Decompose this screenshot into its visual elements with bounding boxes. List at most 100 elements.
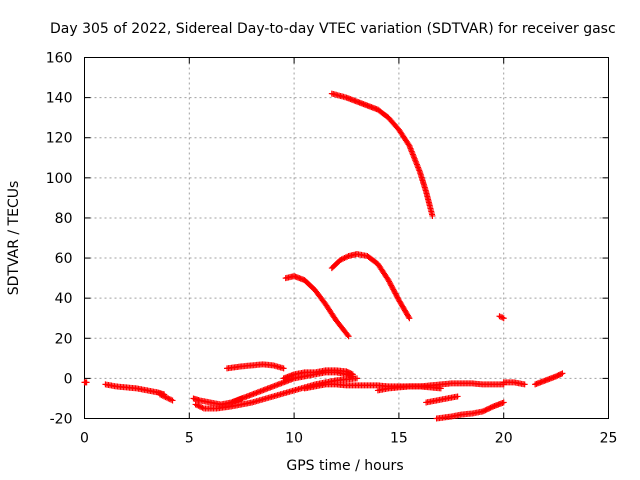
data-point xyxy=(391,289,398,296)
data-layer xyxy=(81,90,566,422)
x-tick-label: 15 xyxy=(390,431,408,447)
data-point xyxy=(497,313,504,320)
data-point xyxy=(166,396,173,403)
x-axis-ticks: 0 5 10 15 20 25 xyxy=(80,57,618,447)
series-arc-14 xyxy=(532,370,566,388)
data-point xyxy=(340,255,347,262)
y-axis-label: SDTVAR / TECUs xyxy=(6,181,22,296)
data-point xyxy=(389,285,396,292)
series-arc-3 xyxy=(156,391,176,404)
x-axis-label: GPS time / hours xyxy=(286,458,403,474)
series-arc-7 xyxy=(224,361,287,372)
y-tick-label: 60 xyxy=(55,251,73,267)
data-point xyxy=(168,396,175,403)
data-point xyxy=(500,399,507,406)
data-point xyxy=(393,293,400,300)
chart-title: Day 305 of 2022, Sidereal Day-to-day VTE… xyxy=(50,21,616,37)
data-point xyxy=(483,406,490,413)
data-point xyxy=(387,281,394,288)
data-point xyxy=(481,407,488,414)
y-tick-label: 0 xyxy=(64,371,73,387)
series-arc-18 xyxy=(496,313,507,322)
data-point xyxy=(479,408,486,415)
data-point xyxy=(337,257,344,264)
data-point xyxy=(83,379,90,386)
y-tick-label: 20 xyxy=(55,331,73,347)
data-point xyxy=(338,256,345,263)
data-point xyxy=(159,392,166,399)
data-point xyxy=(429,212,436,219)
y-tick-label: 160 xyxy=(46,51,73,67)
series-arc-11 xyxy=(500,379,528,388)
data-point xyxy=(349,371,356,378)
data-point xyxy=(385,277,392,284)
series-arc-1 xyxy=(81,379,90,386)
data-point xyxy=(392,290,399,297)
data-point xyxy=(386,278,393,285)
series-arc-12 xyxy=(423,393,461,406)
data-point xyxy=(199,404,206,411)
series-arc-16 xyxy=(328,251,413,322)
data-point xyxy=(158,392,165,399)
data-point xyxy=(484,405,491,412)
data-point xyxy=(500,315,507,322)
data-point xyxy=(344,253,351,260)
data-point xyxy=(386,279,393,286)
grid xyxy=(84,57,609,419)
data-point xyxy=(488,404,495,411)
data-point xyxy=(169,397,176,404)
y-tick-label: 140 xyxy=(46,91,73,107)
plot-frame xyxy=(84,57,609,419)
y-tick-label: 100 xyxy=(46,171,73,187)
data-point xyxy=(394,294,401,301)
data-point xyxy=(499,314,506,321)
y-tick-label: 40 xyxy=(55,291,73,307)
series-arc-10 xyxy=(374,380,507,394)
data-point xyxy=(196,403,203,410)
data-point xyxy=(406,315,413,322)
data-point xyxy=(156,391,163,398)
data-point xyxy=(496,313,503,320)
data-point xyxy=(198,404,205,411)
x-tick-label: 20 xyxy=(495,431,513,447)
data-point xyxy=(391,287,398,294)
series-arc-17 xyxy=(328,90,436,219)
data-point xyxy=(345,333,352,340)
y-tick-label: 120 xyxy=(46,131,73,147)
data-point xyxy=(405,313,412,320)
data-point xyxy=(388,282,395,289)
data-point xyxy=(521,381,528,388)
data-point xyxy=(558,370,565,377)
data-point xyxy=(195,402,202,409)
y-axis-ticks: -20 0 20 40 60 80 100 120 140 160 xyxy=(46,51,609,428)
data-point xyxy=(280,365,287,372)
data-point xyxy=(482,407,489,414)
x-tick-label: 5 xyxy=(185,431,194,447)
data-point xyxy=(348,370,355,377)
data-point xyxy=(192,401,199,408)
data-point xyxy=(390,286,397,293)
data-point xyxy=(161,393,168,400)
data-point xyxy=(341,255,348,262)
data-point xyxy=(486,405,493,412)
y-tick-label: 80 xyxy=(55,211,73,227)
x-tick-label: 10 xyxy=(285,431,303,447)
x-tick-label: 25 xyxy=(600,431,618,447)
data-point xyxy=(162,394,169,401)
series-arc-13 xyxy=(433,399,507,422)
x-tick-label: 0 xyxy=(80,431,89,447)
data-point xyxy=(388,283,395,290)
data-point xyxy=(342,254,349,261)
series-arc-5 xyxy=(192,375,360,412)
data-point xyxy=(165,395,172,402)
series-arc-8 xyxy=(280,367,356,382)
data-point xyxy=(454,393,461,400)
data-point xyxy=(193,402,200,409)
data-point xyxy=(344,332,351,339)
data-point xyxy=(163,394,170,401)
data-point xyxy=(487,404,494,411)
data-point xyxy=(353,375,360,382)
data-point xyxy=(559,370,566,377)
y-tick-label: -20 xyxy=(50,412,73,428)
